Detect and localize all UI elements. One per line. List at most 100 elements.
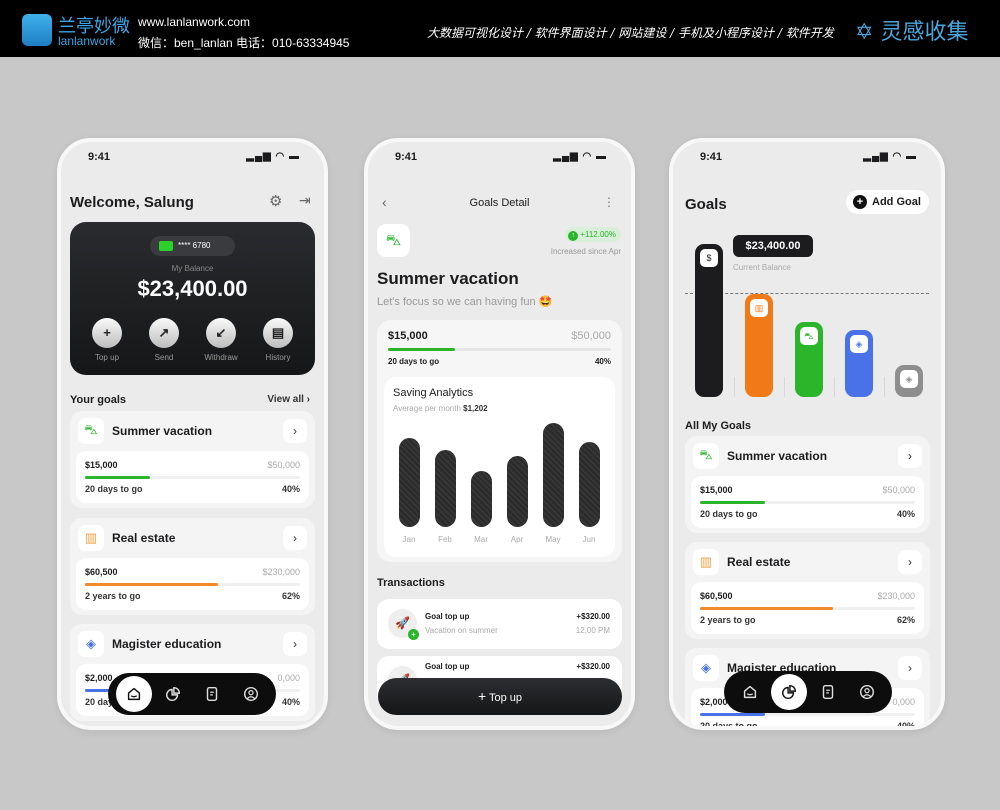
progress-bar: [85, 476, 300, 479]
progress-bar: [700, 713, 915, 716]
balance-label: My Balance: [171, 264, 214, 273]
progress-bar: [388, 348, 611, 351]
goal-bar-magister-education[interactable]: ◈: [845, 329, 873, 397]
goal-bar-icon: ▥: [750, 299, 768, 318]
services-list: 大数据可视化设计 / 软件界面设计 / 网站建设 / 手机及小程序设计 / 软件…: [427, 26, 834, 40]
goal-bar-balance[interactable]: $: [695, 244, 723, 397]
goal-amount: $60,500: [700, 591, 733, 601]
gear-icon[interactable]: ⚙: [269, 193, 283, 210]
action-icon: ▤: [263, 318, 293, 348]
goal-percent: 40%: [896, 509, 915, 519]
pie-chart-icon[interactable]: [155, 676, 191, 712]
action-withdraw[interactable]: ↙ Withdraw: [196, 318, 246, 362]
goal-bar-icon: ◈: [900, 369, 918, 388]
profile-icon[interactable]: [849, 674, 885, 710]
goal-amount: $15,000: [388, 330, 428, 342]
plus-icon: +: [477, 688, 487, 704]
goal-card[interactable]: ⛍ Summer vacation › $15,000 $50,000 20 days t…: [685, 436, 930, 533]
logout-icon[interactable]: ⇥: [299, 192, 311, 208]
goal-bar-icon: ⛍: [800, 327, 818, 346]
building-icon: ▥: [693, 549, 719, 575]
goal-target: 0,000: [892, 697, 915, 707]
goal-bar-summer-vacation[interactable]: ⛍: [795, 322, 823, 397]
status-icons: ▂▄▆ ◠ ▬: [863, 151, 917, 162]
rocket-icon: 🚀+: [388, 609, 419, 640]
document-icon[interactable]: [194, 676, 230, 712]
month-label: May: [545, 535, 561, 544]
card-number-pill[interactable]: **** 6780: [150, 236, 235, 256]
action-top-up[interactable]: + Top up: [82, 318, 132, 362]
action-history[interactable]: ▤ History: [253, 318, 303, 362]
goal-percent: 40%: [594, 357, 611, 366]
action-send[interactable]: ↗ Send: [139, 318, 189, 362]
action-label: Send: [154, 353, 174, 362]
goal-percent: 62%: [281, 591, 300, 601]
pie-chart-icon[interactable]: [770, 674, 807, 710]
progress-fill: [700, 607, 834, 610]
brand-text: 灵感收集: [880, 20, 969, 45]
building-icon: ▥: [78, 525, 104, 551]
transaction-time: 12.00 PM: [575, 626, 610, 635]
status-time: 9:41: [395, 151, 418, 163]
chart-bar-jan: [399, 437, 420, 527]
top-up-button[interactable]: + Top up: [378, 678, 622, 715]
goal-bar-icon: $: [700, 249, 718, 267]
goal-progress: $60,500 $230,000 2 years to go 62%: [691, 582, 924, 634]
graduation-cap-icon: ◈: [78, 631, 104, 657]
more-icon[interactable]: ⋮: [603, 195, 615, 209]
goal-bar-real-estate[interactable]: ▥: [745, 294, 773, 397]
chart-title: Saving Analytics: [393, 387, 474, 399]
chevron-right-icon[interactable]: ›: [283, 526, 307, 550]
back-icon[interactable]: ‹: [382, 194, 387, 210]
saving-analytics-chart: Saving Analytics Average per month $1,20…: [384, 377, 615, 557]
goal-card[interactable]: ▥ Real estate › $60,500 $230,000 2 years to g…: [70, 518, 315, 615]
goal-bar-icon: ◈: [850, 334, 868, 353]
goal-progress-card: $15,000 $50,000 20 days to go 40% Saving…: [377, 320, 622, 562]
action-label: History: [265, 353, 291, 362]
avg-label: Average per month: [393, 404, 461, 413]
days-left: 20 days to go: [700, 721, 758, 730]
chevron-right-icon[interactable]: ›: [283, 632, 307, 656]
home-icon[interactable]: [115, 676, 152, 712]
chevron-right-icon[interactable]: ›: [898, 444, 922, 468]
goal-percent: 40%: [896, 721, 915, 730]
status-icons: ▂▄▆ ◠ ▬: [246, 151, 300, 162]
goal-target: $230,000: [262, 567, 300, 577]
all-goals-title: All My Goals: [685, 420, 752, 432]
goal-card[interactable]: ▥ Real estate › $60,500 $230,000 2 years to g…: [685, 542, 930, 639]
view-all-link[interactable]: View all ›: [267, 394, 310, 405]
chevron-right-icon[interactable]: ›: [898, 656, 922, 680]
welcome-title: Welcome, Salung: [70, 194, 194, 211]
home-icon[interactable]: [732, 674, 768, 710]
document-icon[interactable]: [810, 674, 846, 710]
goal-name: Summer vacation: [727, 449, 828, 463]
goal-percent: 40%: [281, 484, 300, 494]
balance-card: **** 6780 My Balance $23,400.00 + Top up ↗…: [70, 222, 315, 375]
contact-info: 微信：ben_lanlan 电话：010-63334945: [138, 36, 350, 50]
goal-card[interactable]: ⛍ Summer vacation › $15,000 $50,000 20 days t…: [70, 411, 315, 508]
goal-detail-screen: 9:41 ▂▄▆ ◠ ▬ ‹ Goals Detail ⋮ ⛍ ↑ +112.0…: [364, 138, 635, 730]
profile-icon[interactable]: [233, 676, 269, 712]
chevron-right-icon[interactable]: ›: [898, 550, 922, 574]
chevron-right-icon[interactable]: ›: [283, 419, 307, 443]
days-left: 2 years to go: [700, 615, 756, 625]
progress-bar: [700, 501, 915, 504]
site-url[interactable]: www.lanlanwork.com: [138, 15, 251, 29]
balance-line: [685, 293, 929, 294]
card-icon: [159, 241, 173, 251]
add-goal-button[interactable]: + Add Goal: [846, 190, 929, 214]
goals-bar-chart: $ ▥ ⛍ ◈ ◈: [673, 142, 941, 397]
goal-name: Summer vacation: [377, 269, 519, 288]
chart-bar-jun: [579, 441, 600, 527]
goal-name: Real estate: [727, 555, 791, 569]
goal-bar-other[interactable]: ◈: [895, 364, 923, 397]
tooltip-subtitle: Current Balance: [733, 263, 791, 272]
transaction-row[interactable]: 🚀 + Goal top up Vacation on summer +$320.00 1…: [377, 599, 622, 649]
days-left: 20 days to go: [388, 357, 440, 366]
status-time: 9:41: [700, 151, 723, 163]
bottom-nav: [724, 671, 892, 713]
transaction-amount: +$320.00: [576, 612, 610, 621]
days-left: 20 days to go: [85, 484, 143, 494]
arrow-up-icon: ↑: [568, 231, 579, 241]
chart-bar-apr: [507, 456, 528, 527]
